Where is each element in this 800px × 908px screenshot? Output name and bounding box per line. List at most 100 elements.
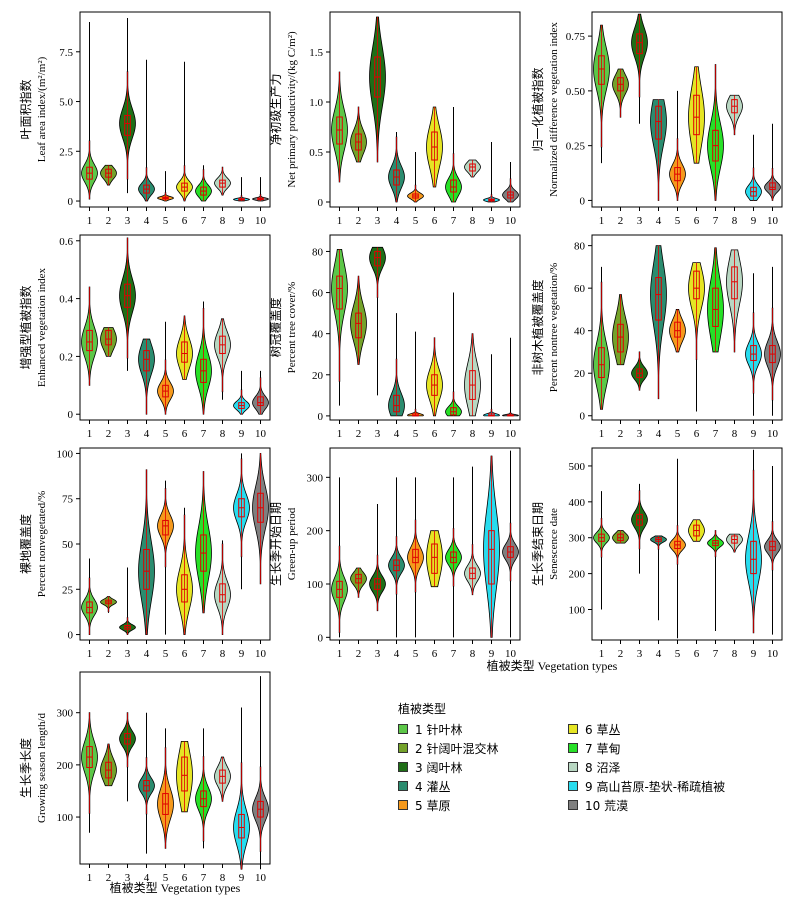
y-tick-label: 200	[569, 569, 586, 581]
x-tick-label: 4	[144, 428, 150, 440]
x-tick-label: 5	[675, 648, 681, 660]
chart-panel: 0 20 40 60 80 1 2 3 4 5 6 7 8 9 10 树冠覆盖度 Percent tree co…	[268, 234, 521, 440]
y-tick-label: 25	[62, 584, 74, 596]
x-tick-label: 2	[618, 428, 624, 440]
x-tick-label: 8	[220, 428, 226, 440]
y-tick-label: 0.4	[59, 294, 73, 306]
legend-label: 9 高山苔原-垫状-稀疏植被	[585, 779, 726, 794]
iqr-box	[598, 347, 605, 378]
x-tick-label: 7	[451, 215, 457, 227]
y-tick-label: 0	[318, 411, 324, 423]
plot-frame	[591, 447, 783, 641]
legend-label: 8 沼泽	[585, 760, 621, 775]
x-tick-label: 7	[451, 428, 457, 440]
y-tick-label: 200	[57, 760, 74, 772]
x-tick-label: 10	[255, 428, 267, 440]
x-tick-label: 9	[751, 648, 757, 660]
x-tick-label: 6	[182, 648, 188, 660]
legend-swatch	[568, 800, 578, 810]
x-axis-label: 植被类型 Vegetation types	[487, 658, 618, 673]
iqr-box	[750, 345, 757, 361]
iqr-box	[655, 277, 662, 321]
iqr-box	[86, 329, 93, 352]
y-tick-label: 0.50	[566, 86, 586, 98]
plot-frame	[79, 234, 271, 421]
iqr-box	[374, 250, 381, 267]
x-tick-label: 4	[144, 872, 150, 884]
y-tick-label: 0	[318, 632, 324, 644]
y-axis-label-en: Green-up period	[286, 507, 298, 580]
chart-panel: 100 200 300 400 500 1 2 3 4 5 6 7 8 9 10 生长季结束日期 Senesce…	[531, 447, 783, 660]
x-tick-label: 10	[255, 648, 267, 660]
y-axis-label-cn: 增强型植被指数	[18, 285, 33, 369]
chart-panel: 0 2.5 5.0 7.5 1 2 3 4 5 6 7 8 9 10 叶面积指数 Leaf area inde…	[18, 11, 271, 227]
y-tick-label: 1.0	[309, 97, 323, 109]
x-tick-label: 5	[675, 215, 681, 227]
y-tick-label: 400	[569, 497, 586, 509]
y-axis-label-cn: 裸地覆盖度	[18, 514, 33, 574]
x-tick-label: 5	[163, 872, 169, 884]
legend-swatch	[568, 762, 578, 772]
x-tick-label: 1	[87, 648, 93, 660]
y-tick-label: 20	[312, 370, 324, 382]
x-tick-label: 9	[489, 428, 495, 440]
legend-item: 10 荒漠	[568, 797, 768, 813]
y-axis-label-cn: 叶面积指数	[18, 79, 33, 139]
iqr-box	[450, 179, 457, 193]
x-tick-label: 8	[732, 215, 738, 227]
iqr-box	[750, 540, 757, 575]
legend-label: 1 针叶林	[415, 722, 463, 737]
x-tick-label: 1	[87, 428, 93, 440]
x-tick-label: 5	[413, 215, 419, 227]
x-tick-label: 3	[637, 648, 643, 660]
y-tick-label: 100	[307, 579, 324, 591]
legend-swatch	[568, 724, 578, 734]
x-tick-label: 1	[599, 215, 605, 227]
iqr-box	[143, 350, 150, 372]
x-tick-label: 7	[201, 428, 207, 440]
y-tick-label: 0	[580, 411, 586, 423]
y-axis-label-cn: 净初级生产力	[269, 73, 283, 145]
x-tick-label: 6	[432, 428, 438, 440]
legend-label: 4 灌丛	[415, 779, 451, 794]
y-axis-label-cn: 生长季结束日期	[531, 502, 545, 586]
x-tick-label: 1	[599, 428, 605, 440]
plot-frame	[591, 234, 783, 421]
iqr-box	[181, 574, 188, 603]
y-tick-label: 60	[312, 288, 324, 300]
x-tick-label: 7	[201, 872, 207, 884]
x-tick-label: 7	[451, 648, 457, 660]
y-tick-label: 50	[62, 539, 74, 551]
iqr-box	[355, 312, 362, 339]
x-tick-label: 4	[394, 648, 400, 660]
x-tick-label: 4	[144, 215, 150, 227]
legend-title: 植被类型	[398, 702, 447, 716]
iqr-box	[257, 396, 264, 407]
legend-item: 7 草甸	[568, 740, 768, 756]
x-tick-label: 2	[356, 215, 362, 227]
y-axis-label-en: Percent tree cover/%	[286, 282, 298, 374]
x-tick-label: 10	[505, 215, 517, 227]
y-axis-label-en: Senescence date	[548, 508, 560, 580]
x-tick-label: 6	[432, 648, 438, 660]
x-tick-label: 2	[106, 428, 112, 440]
x-tick-label: 9	[751, 428, 757, 440]
legend-swatch	[398, 800, 408, 810]
y-tick-label: 0	[68, 409, 74, 421]
iqr-box	[598, 55, 605, 85]
x-tick-label: 2	[106, 872, 112, 884]
x-axis-label: 植被类型 Vegetation types	[110, 880, 241, 895]
plot-frame	[79, 11, 271, 208]
y-tick-label: 300	[569, 533, 586, 545]
y-tick-label: 0	[68, 196, 74, 208]
chart-panel: 0 0.2 0.4 0.6 1 2 3 4 5 6 7 8 9 10 增强型植被指数 Enhanced veg…	[18, 234, 271, 440]
x-tick-label: 10	[255, 872, 267, 884]
y-tick-label: 2.5	[59, 146, 73, 158]
x-tick-label: 8	[470, 215, 476, 227]
y-tick-label: 300	[57, 708, 74, 720]
y-tick-label: 80	[574, 241, 586, 253]
x-tick-label: 2	[106, 648, 112, 660]
iqr-box	[731, 266, 738, 300]
x-tick-label: 8	[470, 428, 476, 440]
